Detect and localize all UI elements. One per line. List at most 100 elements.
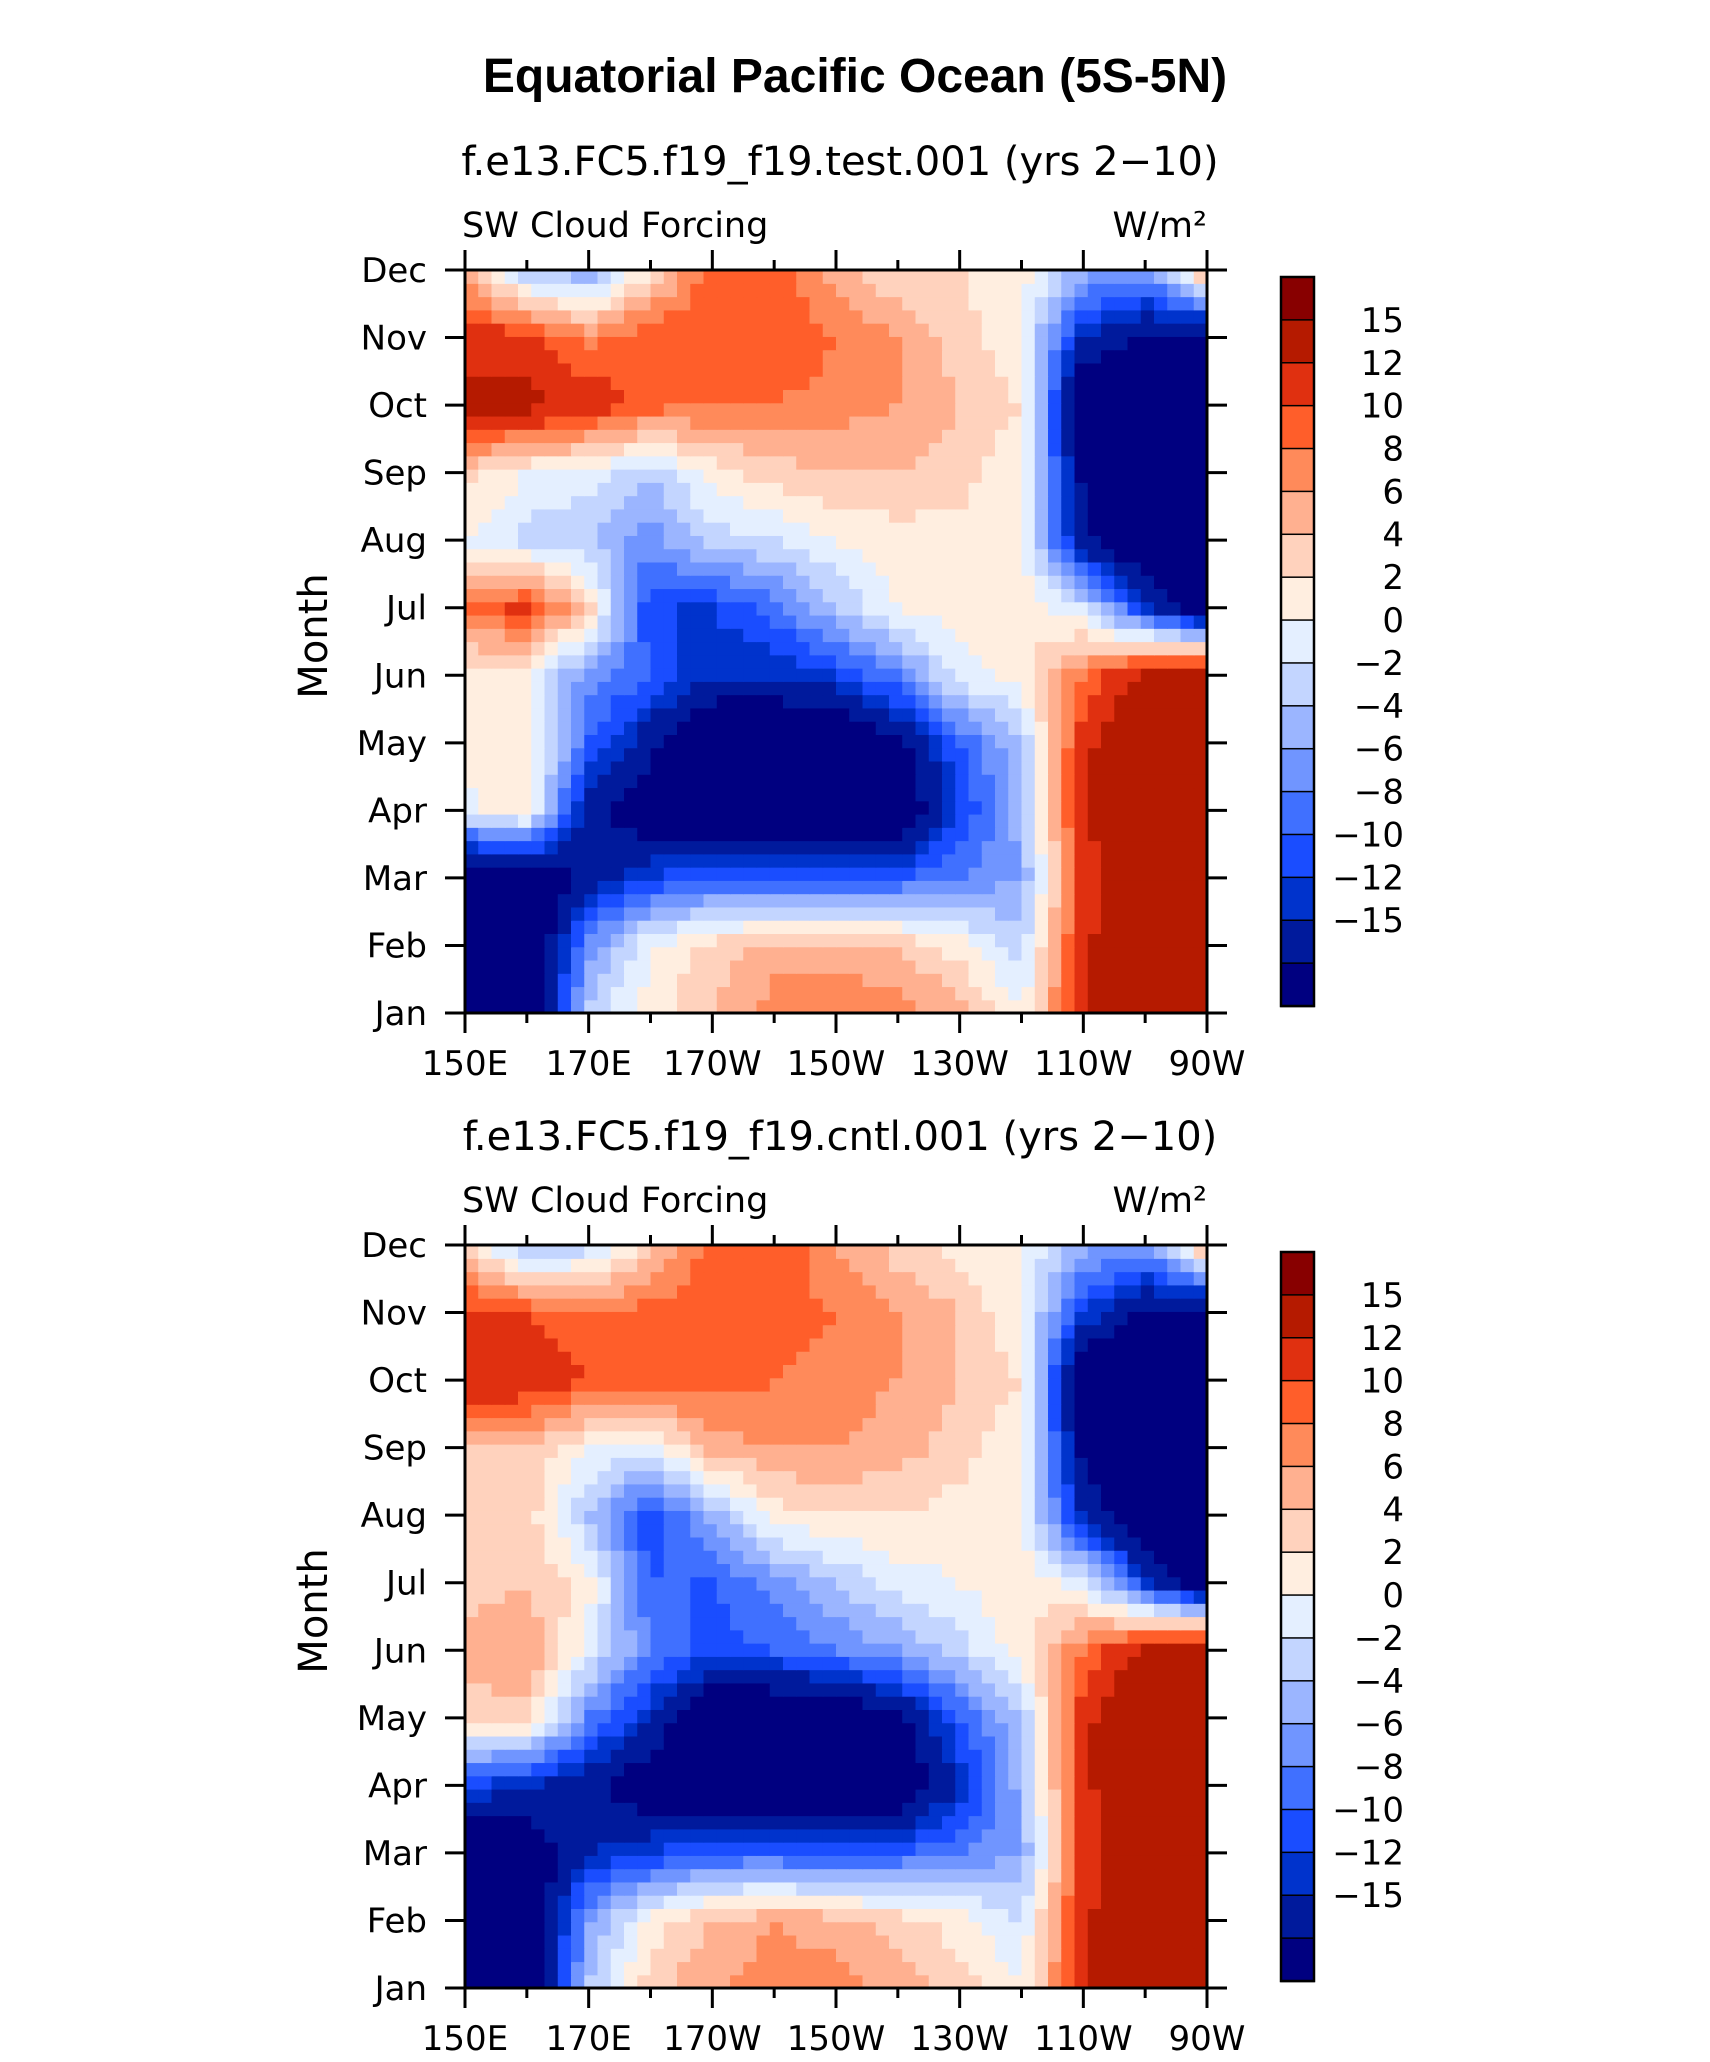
contour-cell xyxy=(862,933,877,948)
contour-cell xyxy=(1101,1629,1115,1644)
contour-cell xyxy=(1034,787,1049,802)
contour-cell xyxy=(491,1643,506,1657)
contour-cell xyxy=(1008,376,1023,391)
contour-cell xyxy=(955,1961,970,1976)
contour-cell xyxy=(690,270,705,284)
contour-cell xyxy=(769,1881,784,1896)
contour-cell xyxy=(1048,1815,1062,1830)
contour-cell xyxy=(663,787,678,802)
contour-cell xyxy=(743,1576,758,1591)
contour-cell xyxy=(730,402,744,417)
contour-cell xyxy=(716,442,731,457)
contour-cell xyxy=(504,522,519,536)
contour-cell xyxy=(1021,1616,1036,1631)
contour-cell xyxy=(716,628,731,643)
contour-cell xyxy=(889,787,903,802)
contour-cell xyxy=(1114,402,1129,417)
contour-cell xyxy=(902,601,917,616)
x-tick-label: 170W xyxy=(663,1044,762,1084)
contour-cell xyxy=(889,959,903,974)
contour-cell xyxy=(862,429,877,444)
contour-cell xyxy=(955,376,970,391)
contour-cell xyxy=(624,774,638,789)
contour-cell xyxy=(730,614,744,629)
contour-cell xyxy=(1101,455,1115,470)
contour-cell xyxy=(650,1868,665,1883)
contour-cell xyxy=(902,1629,917,1644)
contour-cell xyxy=(1167,1934,1182,1949)
contour-cell xyxy=(597,893,612,908)
contour-cell xyxy=(955,1842,970,1856)
contour-cell xyxy=(1167,469,1182,483)
contour-cell xyxy=(610,1722,625,1737)
contour-cell xyxy=(1074,787,1089,802)
contour-cell xyxy=(809,774,824,789)
contour-cell xyxy=(677,1616,691,1631)
contour-cell xyxy=(571,1842,585,1856)
contour-cell xyxy=(663,999,678,1014)
contour-cell xyxy=(703,323,718,337)
contour-cell xyxy=(1154,906,1168,921)
contour-cell xyxy=(796,1589,811,1604)
contour-cell xyxy=(743,893,758,908)
contour-cell xyxy=(478,349,493,364)
contour-cell xyxy=(650,774,665,789)
contour-cell xyxy=(1167,933,1182,948)
contour-cell xyxy=(1193,707,1208,722)
contour-cell xyxy=(1193,588,1208,603)
contour-cell xyxy=(703,1855,718,1870)
contour-cell xyxy=(955,402,970,417)
contour-cell xyxy=(942,1908,956,1923)
contour-cell xyxy=(942,1775,956,1790)
contour-cell xyxy=(849,734,864,749)
contour-cell xyxy=(624,1629,638,1644)
contour-cell xyxy=(889,1735,903,1750)
contour-cell xyxy=(809,482,824,497)
contour-cell xyxy=(796,787,811,802)
contour-cell xyxy=(875,867,890,881)
contour-cell xyxy=(557,1948,572,1963)
contour-cell xyxy=(1034,535,1049,550)
contour-cell xyxy=(1087,270,1102,284)
contour-cell xyxy=(1021,1643,1036,1657)
contour-cell xyxy=(1180,840,1195,855)
contour-cell xyxy=(584,681,599,696)
contour-cell xyxy=(465,893,479,908)
contour-cell xyxy=(703,362,718,377)
contour-cell xyxy=(1154,1589,1168,1604)
contour-cell xyxy=(1034,1749,1049,1764)
contour-cell xyxy=(716,455,731,470)
contour-cell xyxy=(915,1868,930,1883)
contour-cell xyxy=(1167,1722,1182,1737)
contour-cell xyxy=(650,787,665,802)
contour-cell xyxy=(1180,1696,1195,1710)
contour-cell xyxy=(875,588,890,603)
contour-cell xyxy=(730,455,744,470)
contour-cell xyxy=(624,614,638,629)
contour-cell xyxy=(743,681,758,696)
contour-cell xyxy=(531,1775,546,1790)
contour-cell xyxy=(1021,1802,1036,1817)
contour-cell xyxy=(836,1603,850,1618)
contour-cell xyxy=(1114,920,1129,934)
contour-cell xyxy=(1034,853,1049,868)
contour-cell xyxy=(650,1895,665,1909)
contour-cell xyxy=(928,920,943,934)
contour-cell xyxy=(1101,668,1115,682)
contour-cell xyxy=(504,1815,519,1830)
contour-cell xyxy=(1008,1895,1023,1909)
contour-cell xyxy=(889,309,903,324)
contour-cell xyxy=(942,1868,956,1883)
contour-cell xyxy=(504,827,519,842)
contour-cell xyxy=(663,853,678,868)
contour-cell xyxy=(1114,455,1129,470)
contour-cell xyxy=(1101,548,1115,563)
contour-cell xyxy=(849,1881,864,1896)
contour-cell xyxy=(624,1895,638,1909)
contour-cell xyxy=(902,561,917,576)
contour-cell xyxy=(822,601,837,616)
contour-cell xyxy=(981,349,996,364)
contour-cell xyxy=(624,694,638,709)
contour-cell xyxy=(942,1616,956,1631)
contour-cell xyxy=(743,1815,758,1830)
